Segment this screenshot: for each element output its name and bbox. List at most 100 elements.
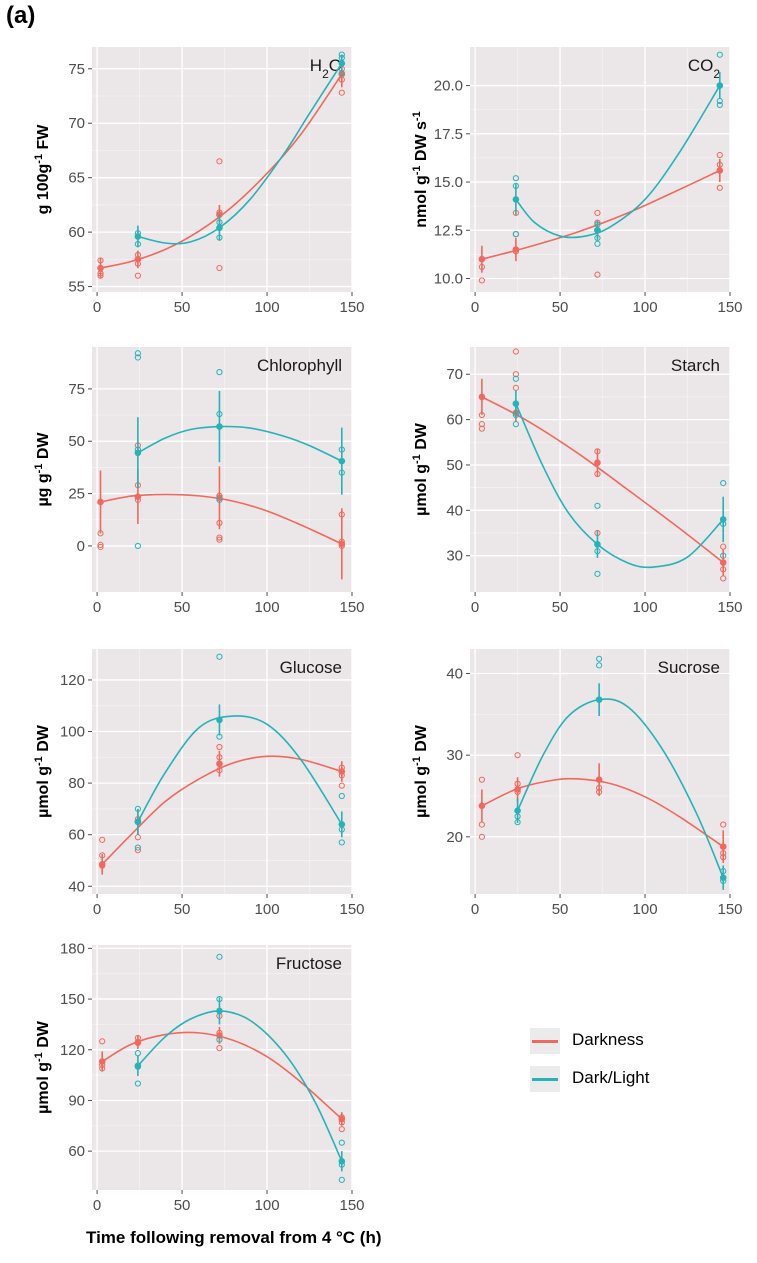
data-point [478,277,485,284]
fit-curve [101,1031,343,1120]
data-point [716,51,723,58]
y-tick-label: 150 [60,991,85,1008]
y-tick-label: 50 [446,457,463,474]
data-point [134,542,141,550]
series-darkness [97,61,346,279]
data-point [99,1038,106,1045]
mean-point [216,1007,223,1015]
series-darkness [478,752,727,863]
data-point [512,375,519,382]
legend-item-darklight: Dark/Light [524,1064,734,1094]
y-axis-label: µmol g-1 DW [33,1020,52,1114]
chart-sucrose: 0 50 100 150 20 30 40 µmol g-1 DW Sucrose [411,649,743,918]
data-point [338,782,345,789]
data-point [720,821,727,828]
mean-point [338,540,346,548]
chart-fructose: 0 50 100 150 60 90 120 150 180 µmol g-1 DW Fructos… [33,940,365,1214]
data-point [216,953,223,960]
mean-point [216,760,223,768]
y-tick-label: 40 [446,666,463,683]
legend-line-darklight [532,1078,558,1081]
data-point [134,844,141,851]
y-tick-label: 40 [446,502,463,519]
plot-background [470,47,730,292]
x-tick-label: 100 [633,599,658,616]
y-axis-label: nmol g-1 DW s-1 [411,111,430,227]
plot-background [92,47,352,292]
mean-point [97,498,104,506]
mean-point [338,60,346,67]
data-point [216,1036,223,1043]
fit-curve [137,1010,343,1162]
data-point [478,421,485,428]
y-axis-label: µmol g-1 DW [411,724,430,818]
mean-point [512,196,520,203]
data-point [594,271,601,278]
panel-label: (a) [6,2,36,29]
fit-curve [137,62,343,245]
x-tick-label: 100 [633,901,658,918]
series-dark-light [512,375,727,577]
data-point [512,175,519,182]
panel-title: CO2 [688,56,721,81]
y-tick-label: 50 [68,433,85,450]
data-point [594,209,601,217]
x-tick-label: 100 [633,299,658,316]
mean-point [98,1058,106,1065]
y-tick-label: 20 [446,829,463,846]
y-tick-label: 90 [68,1092,85,1109]
plot-background [92,347,352,592]
mean-point [134,1038,142,1046]
x-tick-label: 0 [93,901,101,918]
data-point [716,101,723,108]
panel-title: Fructose [276,954,342,973]
legend-label-darklight: Dark/Light [572,1068,650,1087]
legend-key-darklight [530,1066,560,1092]
chart-starch: 0 50 100 150 30 40 50 60 70 µmol g-1 DW Starch [411,347,743,616]
data-point [716,151,723,159]
y-tick-label: 65 [68,170,85,187]
mean-point [338,1157,346,1165]
series-dark-light [512,51,724,247]
series-darkness [97,442,346,580]
x-tick-label: 150 [717,299,742,316]
mean-point [134,818,142,826]
legend-item-darkness: Darkness [524,1026,734,1056]
y-tick-label: 17.5 [434,126,463,143]
x-tick-label: 150 [717,901,742,918]
x-tick-label: 0 [93,1197,101,1214]
data-point [594,502,601,509]
y-tick-label: 75 [68,61,85,78]
data-point [512,371,519,378]
x-tick-label: 100 [255,1197,280,1214]
y-tick-label: 30 [446,548,463,565]
data-point [338,1126,345,1133]
y-tick-label: 0 [77,538,85,555]
data-point [216,743,223,751]
y-axis-label: µg g-1 DW [33,432,52,507]
x-tick-label: 150 [339,1197,364,1214]
x-tick-label: 150 [339,901,364,918]
series-dark-light [134,51,346,248]
data-point [720,552,727,559]
mean-point [338,821,346,828]
data-point [338,1139,345,1146]
y-tick-label: 120 [60,1042,85,1059]
series-dark-light [134,350,346,550]
panel-title: Starch [671,356,720,375]
x-tick-label: 50 [174,299,191,316]
chart-h2o: 0 50 100 150 55 60 65 70 75 g 100g-1 FW H2O [33,47,365,316]
fit-curve [101,755,343,865]
series-dark-light [134,953,346,1183]
panel-title: H2O [310,56,342,81]
mean-point [719,559,727,566]
mean-point [716,82,724,89]
x-tick-label: 100 [255,599,280,616]
y-tick-label: 30 [446,747,463,764]
fit-curve [481,777,724,848]
series-dark-light [134,653,346,851]
data-point [134,1080,141,1087]
x-tick-label: 0 [93,299,101,316]
y-tick-label: 80 [68,775,85,792]
